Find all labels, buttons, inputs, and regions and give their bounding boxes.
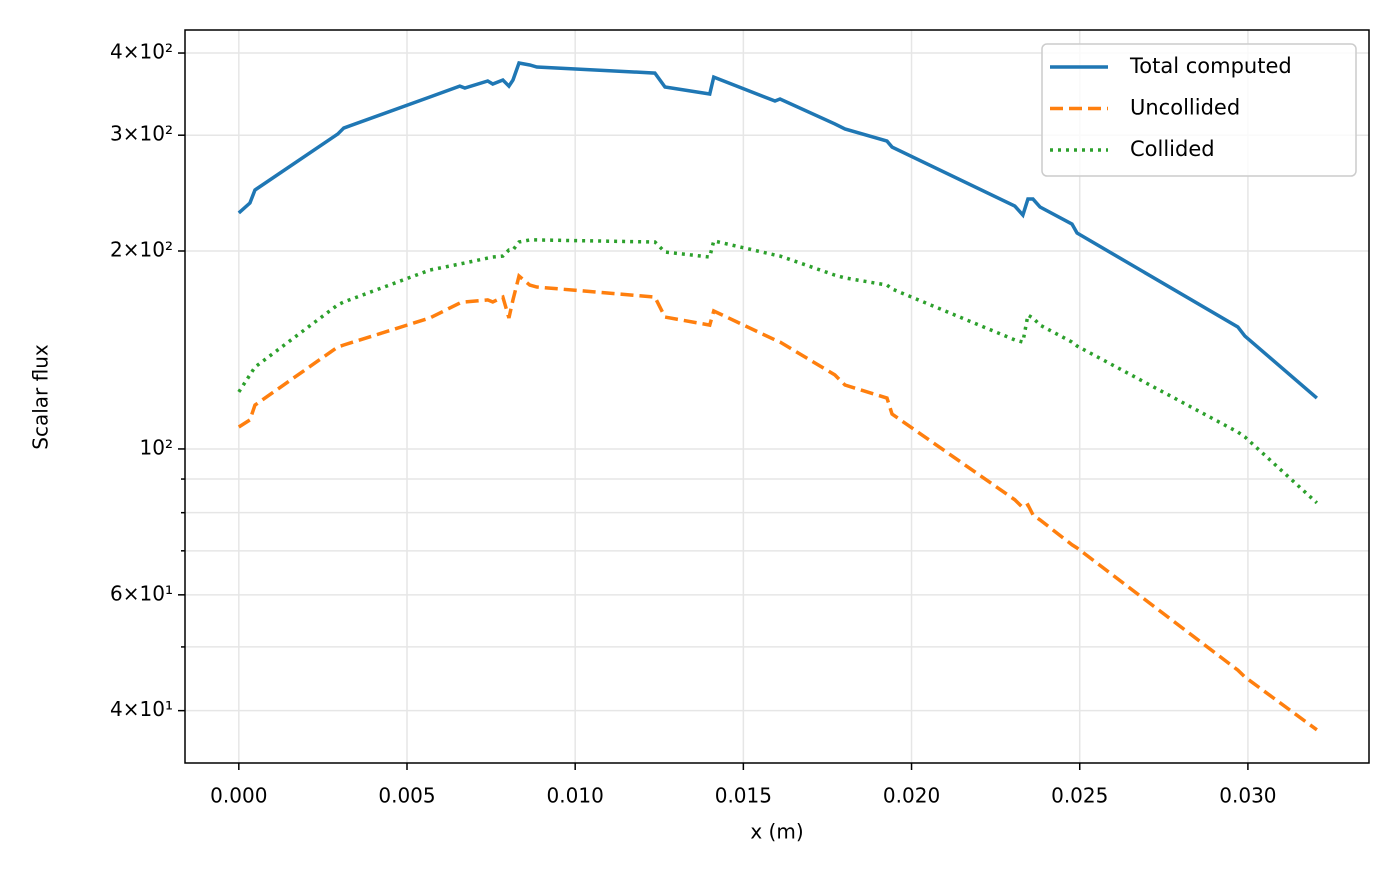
legend-label: Uncollided bbox=[1130, 96, 1240, 120]
legend-label: Total computed bbox=[1129, 54, 1292, 78]
x-tick-label: 0.020 bbox=[883, 784, 940, 808]
y-tick-label: 10² bbox=[140, 435, 173, 459]
x-tick-label: 0.000 bbox=[210, 784, 267, 808]
series-line bbox=[237, 60, 1319, 400]
series-line bbox=[237, 238, 1319, 505]
y-tick-label: 4×10² bbox=[110, 40, 173, 64]
x-tick-label: 0.015 bbox=[715, 784, 772, 808]
y-tick-label: 4×10¹ bbox=[110, 697, 173, 721]
x-tick-label: 0.010 bbox=[547, 784, 604, 808]
x-tick-label: 0.030 bbox=[1219, 784, 1276, 808]
y-axis-label: Scalar flux bbox=[29, 344, 53, 450]
y-tick-label: 2×10² bbox=[110, 237, 173, 261]
legend-box bbox=[1041, 43, 1357, 177]
y-tick-label: 6×10¹ bbox=[110, 581, 173, 605]
plot-frame bbox=[184, 29, 1370, 764]
legend-label: Collided bbox=[1130, 137, 1215, 161]
y-tick-label: 3×10² bbox=[110, 122, 173, 146]
x-tick-label: 0.025 bbox=[1051, 784, 1108, 808]
x-tick-label: 0.005 bbox=[378, 784, 435, 808]
x-axis-label: x (m) bbox=[750, 820, 803, 844]
series-line bbox=[237, 272, 1318, 732]
